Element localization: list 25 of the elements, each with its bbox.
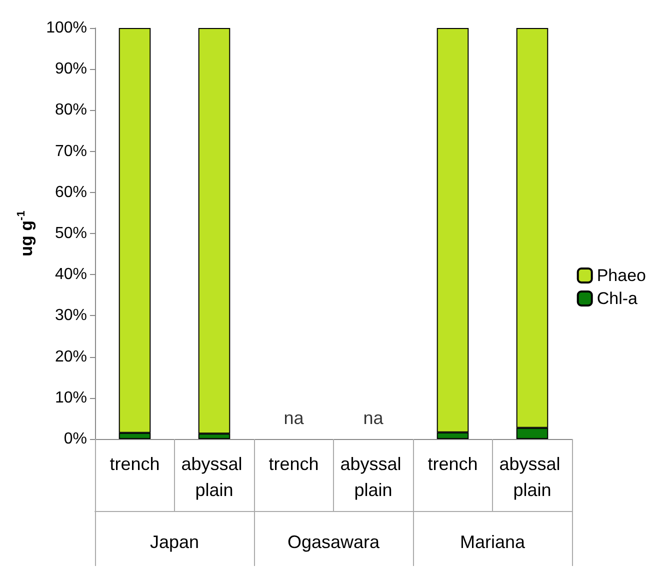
y-tick-label: 100% xyxy=(46,20,87,36)
x-tick-label: abyssal plain xyxy=(181,454,248,500)
y-tick-label: 0% xyxy=(64,430,87,448)
y-tick-label: 10% xyxy=(54,389,87,406)
y-tick-label: 70% xyxy=(54,142,87,160)
text: Ogasawara xyxy=(287,532,381,552)
y-tick-label: 20% xyxy=(54,348,87,366)
y-tick-label: 40% xyxy=(54,266,87,284)
legend-label: Phaeo xyxy=(596,266,646,285)
legend-label: Chl-a xyxy=(596,289,638,308)
y-tick-label: 60% xyxy=(54,184,87,201)
x-tick-label: abyssal plain xyxy=(499,454,566,500)
y-tick-label: 90% xyxy=(54,60,87,78)
x-tick-label: abyssal plain xyxy=(340,454,406,500)
y-axis-title: ug g-1 xyxy=(16,210,36,256)
annotation: na xyxy=(284,408,305,428)
text: Japan xyxy=(150,532,200,552)
x-tick-label: trench xyxy=(110,454,160,474)
text: Mariana xyxy=(460,532,526,552)
y-tick-label: 80% xyxy=(54,102,87,119)
x-tick-label: trench xyxy=(428,454,478,474)
annotation: na xyxy=(363,408,384,428)
x-tick-label: trench xyxy=(268,454,319,474)
y-tick-label: 50% xyxy=(54,225,87,242)
y-tick-label: 30% xyxy=(54,307,87,324)
